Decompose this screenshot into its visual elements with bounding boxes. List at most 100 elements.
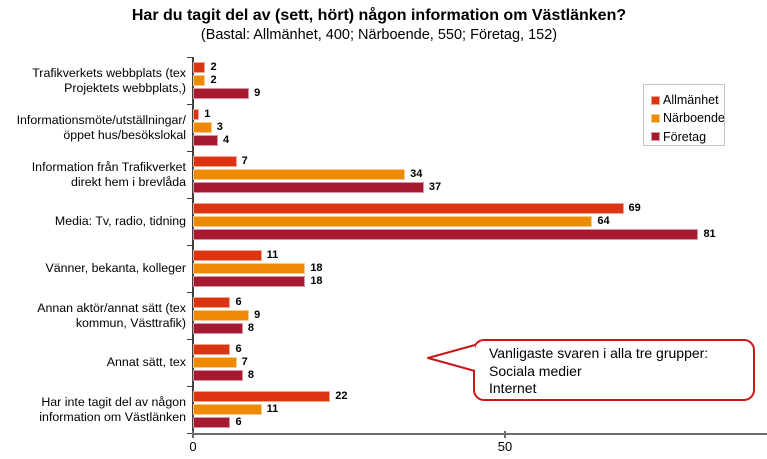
legend-item: Närboende	[651, 109, 725, 127]
bar-series-0	[193, 109, 200, 120]
bar-value-label: 2	[210, 74, 217, 86]
y-axis-tick	[187, 432, 192, 434]
y-axis-tick	[187, 338, 192, 340]
x-axis-tick	[192, 431, 194, 438]
bar-series-0	[193, 344, 231, 355]
legend-swatch	[651, 95, 660, 105]
bar-value-label: 22	[335, 390, 348, 402]
callout-bubble: Vanligaste svaren i alla tre grupper: So…	[473, 339, 755, 401]
x-tick-label: 0	[189, 439, 197, 454]
callout-tail	[427, 344, 476, 372]
category-label: Informationsmöte/utställningar/öppet hus…	[0, 104, 186, 151]
bar-series-1	[193, 357, 237, 368]
category-label: Trafikverkets webbplats (tex Projektets w…	[0, 57, 186, 104]
bar-value-label: 11	[266, 403, 279, 415]
category-label-line: Annat sätt, tex	[106, 355, 186, 370]
x-axis-tick	[504, 431, 506, 438]
bar-series-2	[193, 323, 243, 334]
bar-series-0	[193, 156, 237, 167]
bar-value-label: 64	[597, 215, 610, 227]
bar-series-0	[193, 203, 624, 214]
category-label: Information från Trafikverket direkt hem …	[0, 151, 186, 198]
y-axis-tick	[187, 150, 192, 152]
bar-value-label: 81	[703, 228, 716, 240]
bar-value-label: 18	[310, 275, 323, 287]
y-axis-tick	[187, 103, 192, 105]
x-tick-label: 50	[497, 439, 513, 454]
callout-line: Vanligaste svaren i alla tre grupper:	[489, 345, 709, 361]
bar-series-2	[193, 417, 231, 428]
bar-series-2	[193, 135, 218, 146]
category-label-line: Media: Tv, radio, tidning	[54, 214, 186, 229]
bar-series-0	[193, 250, 262, 261]
bar-series-1	[193, 263, 306, 274]
bar-series-1	[193, 169, 406, 180]
category-label-line: Har inte tagit del av någon	[41, 395, 186, 409]
category-label-line: Vänner, bekanta, kolleger	[45, 261, 186, 276]
bar-value-label: 37	[428, 181, 442, 193]
bar-value-label: 8	[247, 322, 255, 334]
bar-value-label: 9	[254, 87, 261, 99]
legend-swatch	[651, 132, 660, 142]
bar-series-1	[193, 310, 250, 321]
y-axis-tick	[187, 291, 192, 293]
bar-series-2	[193, 182, 424, 193]
bar-value-label: 7	[241, 356, 248, 368]
callout-line: Sociala medier	[489, 362, 582, 379]
bar-value-label: 8	[247, 369, 255, 381]
category-label-line: öppet hus/besökslokal	[63, 127, 186, 142]
category-label-line: kommun, Västtrafik)	[75, 315, 186, 330]
callout-line: Internet	[489, 380, 537, 397]
x-axis-line	[192, 433, 767, 435]
bar-value-label: 6	[235, 416, 242, 428]
category-label: Annan aktör/annat sätt (tex kommun, Västt…	[0, 292, 186, 339]
y-axis-tick	[187, 385, 192, 387]
category-label: Vänner, bekanta, kolleger	[0, 245, 186, 292]
bar-series-2	[193, 88, 250, 99]
chart-subtitle: (Bastal: Allmänhet, 400; Närboende, 550;…	[200, 27, 558, 43]
bar-series-1	[193, 216, 593, 227]
bar-series-1	[193, 122, 212, 133]
legend: Allmänhet Närboende Företag	[643, 84, 725, 146]
bar-value-label: 18	[310, 262, 323, 274]
bar-value-label: 3	[216, 121, 223, 133]
bar-value-label: 34	[410, 168, 423, 180]
bar-value-label: 2	[210, 61, 217, 73]
bar-series-2	[193, 229, 699, 240]
bar-value-label: 1	[204, 108, 211, 120]
bar-series-0	[193, 297, 231, 308]
category-label: Har inte tagit del av någon information o…	[0, 386, 186, 433]
legend-label: Närboende	[663, 111, 725, 126]
legend-label: Företag	[663, 129, 707, 144]
legend-item: Företag	[651, 128, 724, 146]
category-label-line: Trafikverkets webbplats (tex	[32, 66, 186, 80]
bar-value-label: 69	[628, 202, 641, 214]
bar-value-label: 7	[241, 155, 248, 167]
category-label-line: Information från Trafikverket	[31, 160, 186, 174]
bar-value-label: 6	[235, 343, 242, 355]
y-axis-tick	[187, 197, 192, 199]
legend-item: Allmänhet	[651, 91, 724, 109]
bar-series-0	[193, 391, 331, 402]
category-label-line: Informationsmöte/utställningar/	[16, 113, 186, 127]
y-axis-tick	[187, 56, 192, 58]
category-label: Media: Tv, radio, tidning	[0, 198, 186, 245]
bar-value-label: 6	[235, 296, 242, 308]
category-label-line: information om Västlänken	[39, 409, 186, 424]
category-label: Annat sätt, tex	[0, 339, 186, 386]
bar-series-1	[193, 404, 262, 415]
category-label-line: Annan aktör/annat sätt (tex	[37, 301, 186, 315]
legend-label: Allmänhet	[663, 93, 719, 108]
y-axis-tick	[187, 244, 192, 246]
bar-series-0	[193, 62, 206, 73]
category-label-line: Projektets webbplats,)	[64, 80, 186, 95]
bar-value-label: 4	[222, 134, 230, 146]
bar-series-2	[193, 370, 243, 381]
legend-swatch	[651, 113, 660, 123]
bar-series-2	[193, 276, 306, 287]
bar-series-1	[193, 75, 206, 86]
bar-value-label: 11	[266, 249, 279, 261]
y-axis-line	[192, 57, 194, 434]
bar-value-label: 9	[254, 309, 261, 321]
